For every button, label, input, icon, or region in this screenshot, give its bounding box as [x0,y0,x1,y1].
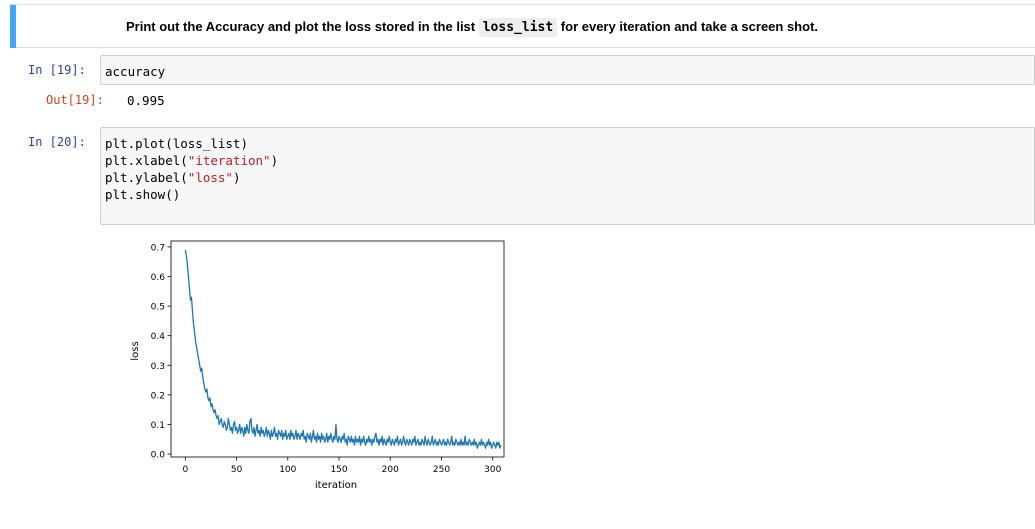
x-tick-label: 300 [484,465,501,475]
y-tick-label: 0.5 [151,303,165,313]
code-line: plt.xlabel("iteration") [105,153,278,168]
code-string: "iteration" [187,153,271,168]
code-token: plt.ylabel( [105,170,188,185]
markdown-cell[interactable]: Print out the Accuracy and plot the loss… [10,4,1035,48]
x-tick-label: 200 [382,465,399,475]
y-tick-label: 0.4 [151,332,166,342]
code-line: plt.ylabel("loss") [105,170,240,185]
code-line: plt.show() [105,187,181,202]
code-input-20[interactable]: plt.plot(loss_list) plt.xlabel("iteratio… [100,127,1035,225]
code-token: ) [232,170,241,185]
y-tick-label: 0.1 [151,421,165,431]
x-axis-label: iteration [315,480,357,491]
y-tick-label: 0.6 [151,273,166,283]
plot-axes-frame [170,240,505,458]
y-tick-label: 0.2 [151,391,165,401]
y-axis-label: loss [130,341,141,360]
y-axis: 0.0 0.1 0.2 0.3 0.4 0.5 0.6 0.7 [151,243,171,461]
markdown-text-part: for every iteration and take a screen sh… [557,19,819,34]
x-tick-label: 0 [182,465,188,475]
code-string: "loss" [187,170,233,185]
selected-cell-indicator [10,5,16,48]
loss-series-line [184,249,502,449]
x-tick-label: 50 [231,465,243,475]
in-prompt-19: In [19]: [28,63,86,77]
code-line: plt.plot(loss_list) [105,136,248,151]
markdown-text-part: Print out the Accuracy and plot the loss… [126,19,479,34]
y-tick-label: 0.7 [151,243,165,253]
code-token: plt.xlabel( [105,153,188,168]
x-tick-label: 150 [330,465,347,475]
code-token: ) [270,153,279,168]
code-input-19[interactable]: accuracy [100,55,1035,85]
in-prompt-20: In [20]: [28,135,86,149]
inline-code: loss_list [478,18,558,37]
x-tick-label: 100 [279,465,296,475]
code-line: accuracy [105,64,166,79]
out-prompt-19: Out[19]: [46,93,104,107]
x-tick-label: 250 [433,465,450,475]
y-tick-label: 0.0 [151,451,166,461]
markdown-text: Print out the Accuracy and plot the loss… [126,18,819,37]
y-tick-label: 0.3 [151,362,165,372]
output-value: 0.995 [127,93,165,108]
x-axis: 0 50 100 150 200 250 300 [182,457,502,475]
